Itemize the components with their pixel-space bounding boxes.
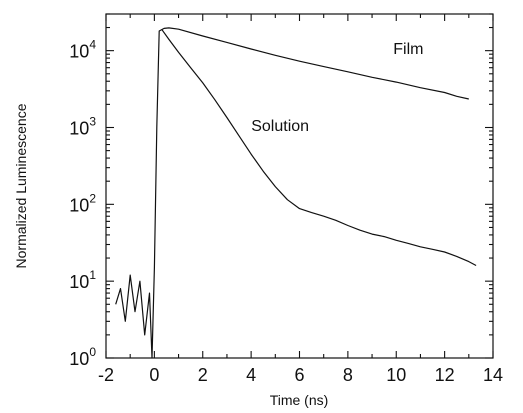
x-tick-label: -2	[98, 365, 114, 385]
x-axis: -2 0 2 4 6 8 10 12 14	[98, 14, 503, 385]
y-tick-exponent: 2	[89, 191, 96, 205]
x-tick-label: 14	[483, 365, 503, 385]
y-axis-title: Normalized Luminescence	[13, 103, 29, 268]
series-line-film	[115, 27, 469, 359]
x-tick-label: 4	[246, 365, 256, 385]
series-line-solution	[161, 28, 477, 267]
x-axis-title: Time (ns)	[270, 392, 329, 408]
series-group	[115, 27, 477, 359]
x-tick-label: 2	[198, 365, 208, 385]
y-tick-exponent: 4	[89, 38, 96, 52]
plot-border	[105, 13, 494, 359]
y-tick-label: 100	[69, 345, 96, 369]
y-tick-exponent: 3	[89, 114, 96, 128]
x-tick-label: 8	[343, 365, 353, 385]
annotation-label: Solution	[251, 118, 309, 135]
y-tick-exponent: 0	[89, 345, 96, 359]
y-tick-label: 103	[69, 114, 96, 138]
y-tick-label: 102	[69, 191, 96, 215]
y-tick-base: 10	[69, 195, 89, 215]
annotation-group: Film Solution	[251, 41, 423, 135]
x-tick-label: 0	[149, 365, 159, 385]
y-tick-base: 10	[69, 118, 89, 138]
y-tick-base: 10	[69, 272, 89, 292]
y-tick-base: 10	[69, 42, 89, 62]
x-tick-label: 6	[294, 365, 304, 385]
y-tick-base: 10	[69, 349, 89, 369]
y-tick-label: 104	[69, 38, 96, 62]
y-tick-label: 101	[69, 268, 96, 292]
x-tick-label: 10	[386, 365, 406, 385]
y-tick-exponent: 1	[89, 268, 96, 282]
annotation-label: Film	[393, 41, 423, 58]
plot-frame	[105, 13, 494, 359]
x-tick-label: 12	[435, 365, 455, 385]
